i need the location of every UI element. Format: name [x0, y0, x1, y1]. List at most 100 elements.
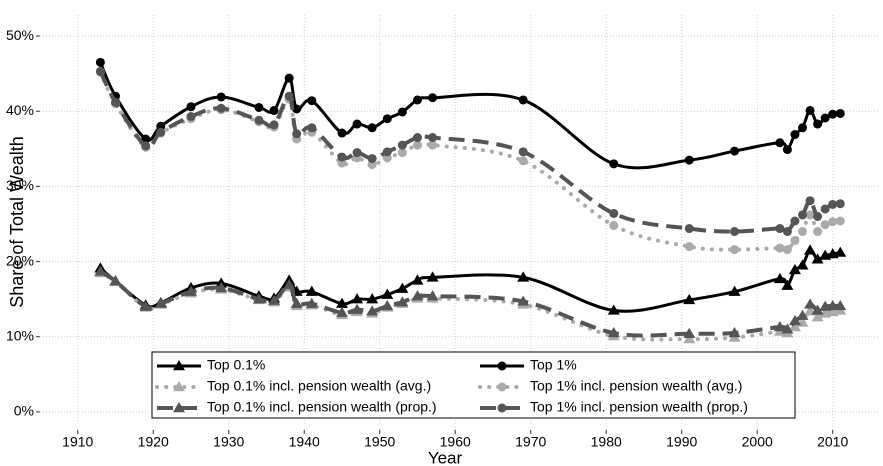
circle-marker [805, 210, 815, 220]
triangle-marker [728, 285, 741, 296]
triangle-marker [517, 295, 530, 306]
y-tick-label: 50% [6, 27, 34, 43]
circle-marker [684, 224, 694, 234]
circle-marker [254, 102, 264, 112]
x-tick-label: 1940 [289, 434, 320, 450]
x-tick-label: 1960 [440, 434, 471, 450]
triangle-marker [773, 272, 786, 284]
x-tick-label: 1910 [62, 434, 93, 450]
triangle-marker [366, 305, 379, 316]
circle-marker [790, 130, 800, 140]
y-tick-label: 0% [14, 403, 34, 419]
triangle-marker [683, 333, 696, 344]
circle-marker [782, 145, 792, 155]
circle-marker [835, 108, 845, 118]
triangle-marker [305, 285, 318, 296]
triangle-marker [173, 402, 185, 413]
triangle-marker [305, 297, 318, 308]
legend-label: Top 0.1% incl. pension wealth (prop.) [207, 399, 437, 415]
circle-marker [497, 382, 507, 392]
circle-marker [292, 104, 302, 114]
circle-marker [186, 102, 196, 112]
x-tick-label: 1950 [364, 434, 395, 450]
circle-marker [284, 73, 294, 83]
circle-marker [609, 159, 619, 169]
circle-marker [684, 242, 694, 252]
circle-marker [156, 127, 166, 137]
circle-marker [828, 199, 838, 209]
triangle-marker [173, 381, 185, 392]
circle-marker [412, 140, 422, 150]
circle-marker [141, 141, 151, 151]
triangle-marker [781, 323, 794, 334]
legend-label: Top 1% incl. pension wealth (prop.) [530, 399, 748, 415]
legend-label: Top 0.1% incl. pension wealth (avg.) [207, 378, 431, 394]
x-tick-label: 2010 [817, 434, 848, 450]
circle-marker [428, 133, 438, 143]
triangle-marker [381, 299, 394, 311]
circle-marker [775, 224, 785, 234]
circle-marker [428, 93, 438, 103]
triangle-marker [773, 321, 786, 332]
triangle-marker [396, 282, 409, 293]
y-tick-label: 40% [6, 102, 34, 118]
legend-label: Top 1% [530, 357, 577, 373]
triangle-marker [796, 259, 809, 270]
circle-marker [730, 245, 740, 255]
triangle-marker [290, 297, 303, 308]
circle-marker [790, 216, 800, 226]
circle-marker [412, 133, 422, 143]
circle-marker [518, 156, 528, 166]
circle-marker [775, 138, 785, 148]
triangle-marker [811, 304, 824, 315]
circle-marker [284, 91, 294, 101]
triangle-marker [426, 290, 439, 301]
triangle-marker [154, 297, 167, 308]
y-tick-label: 10% [6, 327, 34, 343]
circle-marker [367, 154, 377, 164]
series-line [99, 269, 841, 338]
circle-marker [382, 114, 392, 124]
triangle-marker [788, 314, 801, 326]
circle-marker [828, 217, 838, 227]
circle-marker [820, 113, 830, 123]
circle-marker [367, 123, 377, 133]
x-tick-label: 1970 [515, 434, 546, 450]
triangle-marker [834, 299, 847, 311]
y-tick-label: 20% [6, 252, 34, 268]
circle-marker [292, 129, 302, 139]
circle-marker [352, 148, 362, 158]
circle-marker [337, 152, 347, 162]
triangle-marker [215, 281, 228, 293]
triangle-marker [811, 311, 824, 322]
circle-marker [110, 97, 120, 107]
circle-marker [254, 115, 264, 125]
series-line [99, 248, 841, 313]
circle-marker [269, 120, 279, 130]
circle-marker [730, 227, 740, 237]
circle-marker [95, 66, 105, 76]
circle-marker [782, 245, 792, 255]
circle-marker [352, 119, 362, 129]
triangle-marker [94, 265, 107, 276]
triangle-marker [109, 275, 122, 286]
circle-marker [820, 204, 830, 214]
triangle-marker [788, 263, 801, 275]
triangle-marker [517, 271, 530, 282]
x-axis-label: Year [428, 448, 463, 466]
circle-marker [813, 211, 823, 221]
circle-marker [307, 123, 317, 133]
triangle-marker [683, 327, 696, 338]
circle-marker [805, 196, 815, 206]
x-tick-label: 2000 [742, 434, 773, 450]
triangle-marker [184, 285, 197, 296]
triangle-marker [283, 278, 296, 290]
circle-marker [497, 403, 507, 413]
circle-marker [397, 148, 407, 158]
circle-marker [397, 107, 407, 117]
circle-marker [835, 216, 845, 226]
triangle-marker [826, 299, 839, 311]
y-tick-label: 30% [6, 177, 34, 193]
circle-marker [813, 119, 823, 129]
circle-marker [412, 95, 422, 105]
